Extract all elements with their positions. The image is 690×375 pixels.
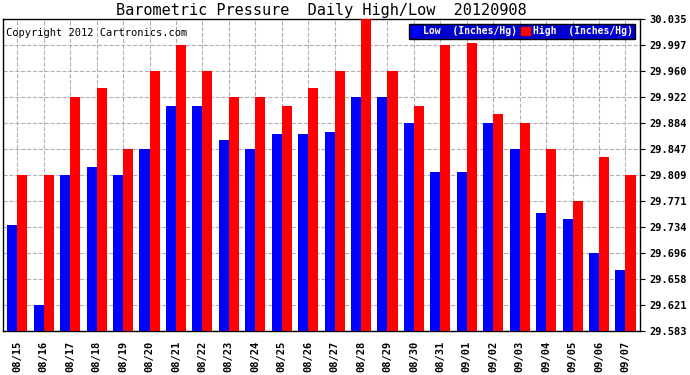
Bar (599, 157, 609, 331)
Bar (493, 114, 503, 331)
Bar (377, 97, 388, 331)
Bar (139, 149, 150, 331)
Bar (388, 71, 397, 331)
Bar (431, 172, 440, 331)
Bar (562, 219, 573, 331)
Bar (483, 123, 493, 331)
Bar (625, 175, 635, 331)
Bar (272, 134, 282, 331)
Bar (255, 97, 266, 331)
Bar (229, 97, 239, 331)
Bar (150, 71, 159, 331)
Legend: Low  (Inches/Hg), High  (Inches/Hg): Low (Inches/Hg), High (Inches/Hg) (409, 24, 635, 39)
Bar (193, 106, 202, 331)
Bar (615, 270, 625, 331)
Bar (520, 123, 530, 331)
Bar (404, 123, 414, 331)
Title: Barometric Pressure  Daily High/Low  20120908: Barometric Pressure Daily High/Low 20120… (116, 3, 526, 18)
Bar (176, 45, 186, 331)
Bar (219, 140, 229, 331)
Bar (97, 88, 107, 331)
Bar (113, 175, 123, 331)
Bar (573, 201, 582, 331)
Bar (510, 149, 520, 331)
Bar (457, 172, 467, 331)
Bar (467, 43, 477, 331)
Bar (86, 168, 97, 331)
Bar (245, 149, 255, 331)
Bar (298, 134, 308, 331)
Bar (123, 149, 133, 331)
Bar (308, 88, 318, 331)
Bar (8, 225, 17, 331)
Bar (17, 175, 28, 331)
Bar (324, 132, 335, 331)
Bar (335, 71, 345, 331)
Bar (34, 305, 43, 331)
Bar (60, 175, 70, 331)
Bar (414, 106, 424, 331)
Bar (70, 97, 80, 331)
Bar (43, 175, 54, 331)
Bar (546, 149, 556, 331)
Bar (361, 19, 371, 331)
Bar (166, 106, 176, 331)
Bar (536, 213, 546, 331)
Bar (351, 97, 361, 331)
Bar (202, 71, 213, 331)
Bar (589, 253, 599, 331)
Text: Copyright 2012 Cartronics.com: Copyright 2012 Cartronics.com (6, 28, 187, 38)
Bar (282, 106, 292, 331)
Bar (440, 45, 451, 331)
